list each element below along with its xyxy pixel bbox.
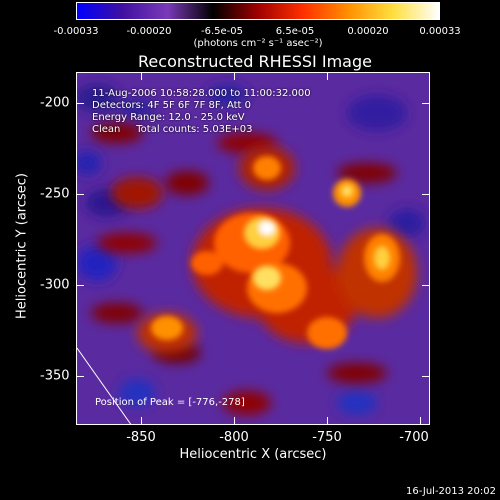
x-tick <box>234 72 235 80</box>
y-tick-label: -250 <box>40 186 70 202</box>
colorbar-tick-label: 6.5e-05 <box>275 26 315 37</box>
x-tick-label: -750 <box>312 430 342 445</box>
y-tick <box>422 103 430 104</box>
y-tick-label: -200 <box>40 95 70 111</box>
x-tick <box>234 417 235 425</box>
y-tick <box>76 103 84 104</box>
emission-map <box>77 73 429 424</box>
energy-range-label: Energy Range: 12.0 - 25.0 keV <box>92 112 245 123</box>
image-title: Reconstructed RHESSI Image <box>138 52 372 71</box>
y-tick <box>422 285 430 286</box>
x-tick <box>327 72 328 80</box>
x-tick <box>141 72 142 80</box>
colorbar-units: (photons cm⁻² s⁻¹ asec⁻²) <box>193 38 323 49</box>
x-tick-label: -800 <box>219 430 249 445</box>
y-tick <box>422 376 430 377</box>
peak-position-label: Position of Peak = [-776,-278] <box>95 397 245 408</box>
x-tick <box>327 417 328 425</box>
colorbar-tick-label: -0.00020 <box>126 26 172 37</box>
colorbar-tick-label: 0.00033 <box>419 26 461 37</box>
y-tick <box>76 376 84 377</box>
colorbar-tick-label: -0.00033 <box>53 26 99 37</box>
x-tick-label: -700 <box>399 430 429 445</box>
colorbar-tick-label: 0.00020 <box>347 26 389 37</box>
x-tick <box>141 417 142 425</box>
peak-core <box>244 185 390 290</box>
colorbar <box>76 2 440 20</box>
image-plot <box>76 72 430 425</box>
y-tick-label: -300 <box>40 277 70 293</box>
y-tick <box>76 285 84 286</box>
x-tick <box>420 417 421 425</box>
colorbar-tick-label: -6.5e-05 <box>201 26 243 37</box>
x-axis-label: Heliocentric X (arcsec) <box>179 447 327 462</box>
negative-flux-regions <box>77 84 425 415</box>
clean-counts-label: Clean Total counts: 5.03E+03 <box>92 124 253 135</box>
limb-line <box>77 347 132 424</box>
detectors-label: Detectors: 4F 5F 6F 7F 8F, Att 0 <box>92 100 252 111</box>
x-tick-label: -850 <box>126 430 156 445</box>
y-tick <box>76 194 84 195</box>
timestamp: 16-Jul-2013 20:02 <box>405 486 496 497</box>
time-range-label: 11-Aug-2006 10:58:28.000 to 11:00:32.000 <box>92 88 311 99</box>
y-tick-label: -350 <box>40 368 70 384</box>
y-axis-label: Heliocentric Y (arcsec) <box>14 173 30 319</box>
y-tick <box>422 194 430 195</box>
